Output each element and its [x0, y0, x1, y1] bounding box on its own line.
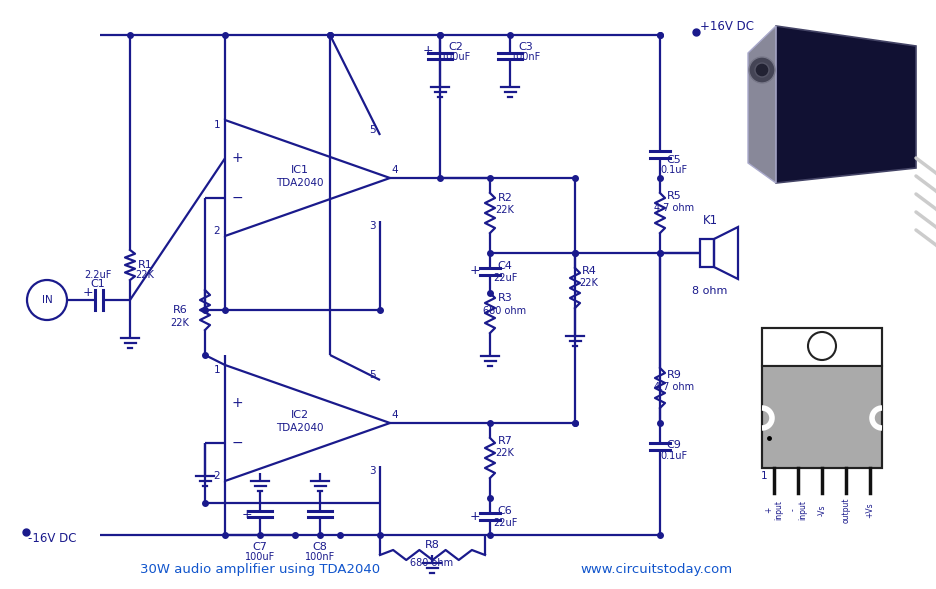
Bar	[762, 328, 882, 366]
Text: 22K: 22K	[495, 205, 515, 215]
Text: +: +	[423, 45, 433, 58]
Text: +16V DC: +16V DC	[700, 21, 754, 34]
Text: 680 ohm: 680 ohm	[411, 558, 454, 568]
Text: +: +	[470, 264, 480, 277]
Text: 22uF: 22uF	[493, 518, 518, 528]
Text: 22K: 22K	[170, 318, 189, 328]
Circle shape	[808, 332, 836, 360]
Text: 0.1uF: 0.1uF	[661, 165, 688, 175]
Text: −: −	[231, 191, 242, 205]
Text: K1: K1	[702, 214, 718, 227]
Text: C2: C2	[448, 42, 463, 52]
Text: C4: C4	[498, 261, 512, 271]
Text: TDA2040: TDA2040	[276, 178, 324, 188]
Polygon shape	[776, 26, 916, 183]
Text: 4: 4	[391, 165, 399, 175]
Text: +: +	[231, 396, 242, 411]
Text: 100uF: 100uF	[245, 552, 275, 562]
Text: TDA2040: TDA2040	[276, 423, 324, 433]
Text: C1: C1	[91, 279, 106, 289]
Text: -16V DC: -16V DC	[28, 531, 77, 544]
Text: 0.1uF: 0.1uF	[661, 451, 688, 461]
Text: +: +	[231, 151, 242, 166]
Text: +
input: + input	[765, 500, 783, 520]
Text: 680 ohm: 680 ohm	[483, 306, 527, 316]
Text: C9: C9	[666, 440, 681, 450]
Text: 22K: 22K	[136, 270, 154, 280]
Text: 30W audio amplifier using TDA2040: 30W audio amplifier using TDA2040	[140, 564, 380, 577]
Bar	[762, 366, 882, 468]
Text: 22K: 22K	[495, 448, 515, 458]
Text: −: −	[231, 436, 242, 450]
Text: -
input: - input	[788, 500, 808, 520]
Text: 2040: 2040	[798, 407, 845, 425]
Text: +: +	[241, 508, 253, 521]
Text: C3: C3	[519, 42, 534, 52]
Text: 22uF: 22uF	[493, 273, 518, 283]
Bar	[762, 328, 882, 468]
Text: R5: R5	[666, 191, 681, 201]
Circle shape	[749, 57, 775, 83]
Text: 8 ohm: 8 ohm	[693, 286, 727, 296]
Text: C7: C7	[253, 542, 268, 552]
Bar	[700, 239, 714, 267]
Text: 100nF: 100nF	[305, 552, 335, 562]
Text: IN: IN	[41, 295, 52, 305]
Polygon shape	[748, 26, 776, 183]
Text: 2.2uF: 2.2uF	[84, 270, 111, 280]
Text: 1: 1	[761, 471, 768, 481]
Text: TDA: TDA	[803, 389, 841, 407]
Text: 4.7 ohm: 4.7 ohm	[654, 382, 695, 392]
Text: 5: 5	[369, 125, 375, 135]
Circle shape	[755, 63, 769, 77]
Text: -Vs: -Vs	[817, 504, 826, 516]
Text: +Vs: +Vs	[866, 502, 874, 518]
Text: IC1: IC1	[291, 165, 309, 175]
Text: R2: R2	[498, 193, 512, 203]
Text: 2: 2	[213, 471, 220, 481]
Text: R7: R7	[498, 436, 512, 446]
Text: 2: 2	[213, 226, 220, 236]
Text: 1: 1	[213, 120, 220, 130]
Text: R3: R3	[498, 293, 512, 303]
Text: 100nF: 100nF	[511, 52, 541, 62]
Text: 100uF: 100uF	[441, 52, 471, 62]
Text: R4: R4	[581, 266, 596, 276]
Text: 4: 4	[391, 410, 399, 420]
Text: 3: 3	[369, 221, 375, 231]
Text: 3: 3	[369, 466, 375, 476]
Text: 1: 1	[213, 365, 220, 375]
Text: TDA2040: TDA2040	[812, 94, 884, 122]
Text: C8: C8	[313, 542, 328, 552]
Text: output: output	[841, 497, 851, 523]
Text: 4.7 ohm: 4.7 ohm	[654, 203, 695, 213]
Text: 22K: 22K	[579, 278, 598, 288]
Text: www.circuitstoday.com: www.circuitstoday.com	[580, 564, 732, 577]
Text: 5: 5	[369, 370, 375, 380]
Text: R6: R6	[172, 305, 187, 315]
Text: C6: C6	[498, 506, 512, 516]
Text: C5: C5	[666, 155, 681, 165]
Text: +: +	[82, 286, 94, 299]
Text: R9: R9	[666, 370, 681, 380]
Text: R1: R1	[138, 260, 153, 270]
Text: R8: R8	[425, 540, 439, 550]
Text: IC2: IC2	[291, 410, 309, 420]
Text: +: +	[470, 509, 480, 522]
